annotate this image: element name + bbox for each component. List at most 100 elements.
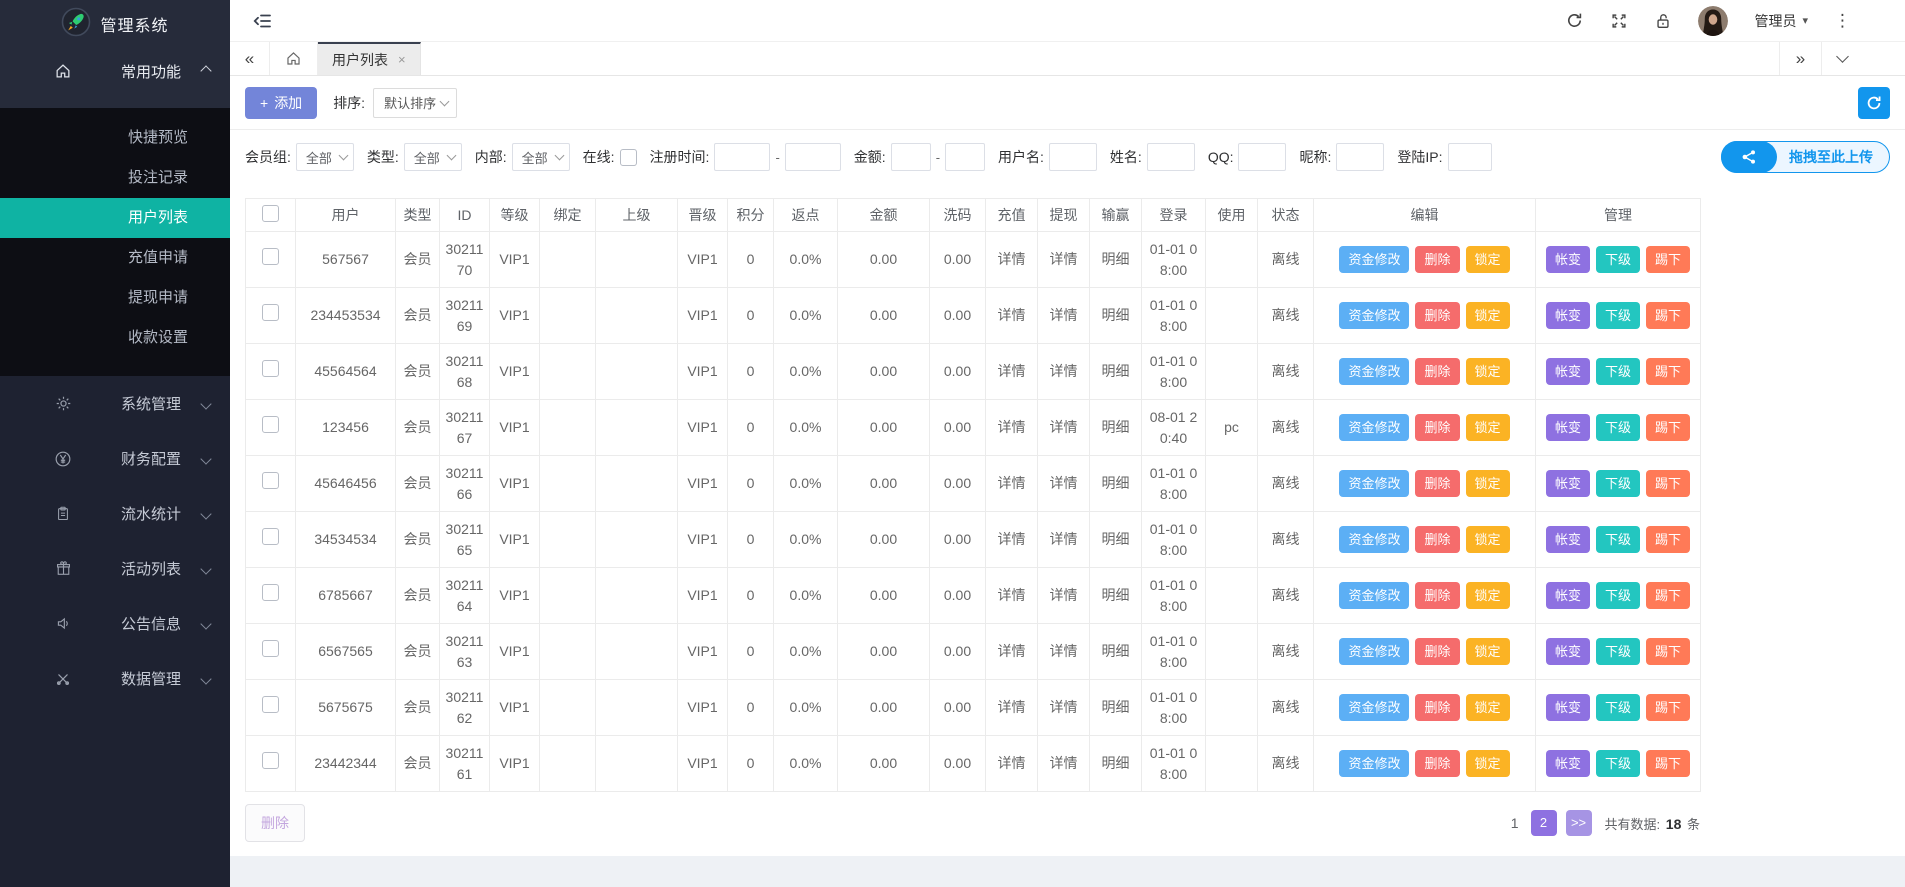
sidebar-group-system[interactable]: 系统管理 [0,376,230,431]
fund-edit-button[interactable]: 资金修改 [1339,470,1410,497]
account-change-button[interactable]: 帐变 [1545,470,1590,497]
cell-winlose[interactable]: 明细 [1089,735,1142,792]
subordinate-button[interactable]: 下级 [1595,470,1640,497]
kick-offline-button[interactable]: 踢下 [1646,638,1691,665]
delete-button[interactable]: 删除 [1415,694,1460,721]
tabs-scroll-right-icon[interactable]: » [1779,42,1821,75]
refresh-icon[interactable] [1565,11,1584,30]
cell-winlose[interactable]: 明细 [1089,679,1142,736]
delete-button[interactable]: 删除 [1415,750,1460,777]
select-all-checkbox[interactable] [262,205,279,222]
fund-edit-button[interactable]: 资金修改 [1339,246,1410,273]
admin-menu[interactable]: 管理员 ▾ [1754,11,1808,31]
delete-button[interactable]: 删除 [1415,582,1460,609]
cell-recharge[interactable]: 详情 [985,399,1038,456]
account-change-button[interactable]: 帐变 [1545,246,1590,273]
lock-button[interactable]: 锁定 [1465,694,1510,721]
page-1[interactable]: 1 [1510,815,1519,831]
sort-select[interactable]: 默认排序 [373,87,458,118]
fund-edit-button[interactable]: 资金修改 [1339,414,1410,441]
lock-button[interactable]: 锁定 [1465,638,1510,665]
online-checkbox[interactable] [619,148,637,166]
account-change-button[interactable]: 帐变 [1545,694,1590,721]
subordinate-button[interactable]: 下级 [1595,302,1640,329]
cell-withdraw[interactable]: 详情 [1037,511,1090,568]
sidebar-collapse-icon[interactable] [252,10,274,32]
fund-edit-button[interactable]: 资金修改 [1339,694,1410,721]
row-checkbox[interactable] [262,472,279,490]
delete-button[interactable]: 删除 [1415,638,1460,665]
reg-time-start-input[interactable] [714,143,771,171]
tabs-scroll-left-icon[interactable]: « [230,42,270,75]
fund-edit-button[interactable]: 资金修改 [1339,638,1410,665]
cell-withdraw[interactable]: 详情 [1037,455,1090,512]
cell-withdraw[interactable]: 详情 [1037,399,1090,456]
fund-edit-button[interactable]: 资金修改 [1339,582,1410,609]
row-checkbox[interactable] [262,528,279,546]
sidebar-item-quick-preview[interactable]: 快捷预览 [128,129,189,146]
row-checkbox[interactable] [262,696,279,714]
login-ip-input[interactable] [1447,143,1492,171]
account-change-button[interactable]: 帐变 [1545,302,1590,329]
subordinate-button[interactable]: 下级 [1595,358,1640,385]
delete-button[interactable]: 删除 [1415,526,1460,553]
cell-winlose[interactable]: 明细 [1089,455,1142,512]
kick-offline-button[interactable]: 踢下 [1646,750,1691,777]
cell-winlose[interactable]: 明细 [1089,231,1142,288]
cell-withdraw[interactable]: 详情 [1037,623,1090,680]
kick-offline-button[interactable]: 踢下 [1646,582,1691,609]
page-2[interactable]: 2 [1530,810,1557,836]
subordinate-button[interactable]: 下级 [1595,638,1640,665]
kick-offline-button[interactable]: 踢下 [1646,694,1691,721]
account-change-button[interactable]: 帐变 [1545,414,1590,441]
row-checkbox[interactable] [262,248,279,266]
fund-edit-button[interactable]: 资金修改 [1339,302,1410,329]
kick-offline-button[interactable]: 踢下 [1646,414,1691,441]
drag-upload-button[interactable]: 拖拽至此上传 [1721,140,1890,173]
account-change-button[interactable]: 帐变 [1545,526,1590,553]
subordinate-button[interactable]: 下级 [1595,582,1640,609]
cell-withdraw[interactable]: 详情 [1037,231,1090,288]
fullscreen-icon[interactable] [1610,12,1628,30]
qq-input[interactable] [1238,143,1287,171]
cell-withdraw[interactable]: 详情 [1037,287,1090,344]
cell-recharge[interactable]: 详情 [985,679,1038,736]
lock-button[interactable]: 锁定 [1465,246,1510,273]
more-menu-icon[interactable]: ⋮ [1834,10,1851,30]
lock-button[interactable]: 锁定 [1465,582,1510,609]
row-checkbox[interactable] [262,416,279,434]
lock-button[interactable]: 锁定 [1465,358,1510,385]
batch-delete-button[interactable]: 删除 [245,804,305,842]
sidebar-group-activity[interactable]: 活动列表 [0,541,230,596]
amount-min-input[interactable] [890,143,931,171]
delete-button[interactable]: 删除 [1415,246,1460,273]
account-change-button[interactable]: 帐变 [1545,582,1590,609]
account-change-button[interactable]: 帐变 [1545,750,1590,777]
cell-winlose[interactable]: 明细 [1089,567,1142,624]
username-input[interactable] [1048,143,1097,171]
kick-offline-button[interactable]: 踢下 [1646,526,1691,553]
sidebar-group-finance[interactable]: 财务配置 [0,431,230,486]
tab-user-list[interactable]: 用户列表 × [318,42,421,75]
avatar[interactable] [1698,5,1729,36]
lock-button[interactable]: 锁定 [1465,526,1510,553]
account-change-button[interactable]: 帐变 [1545,638,1590,665]
cell-recharge[interactable]: 详情 [985,735,1038,792]
delete-button[interactable]: 删除 [1415,302,1460,329]
lock-button[interactable]: 锁定 [1465,414,1510,441]
cell-withdraw[interactable]: 详情 [1037,679,1090,736]
sidebar-item-withdraw-requests[interactable]: 提现申请 [128,289,189,306]
delete-button[interactable]: 删除 [1415,358,1460,385]
lock-icon[interactable] [1654,12,1672,30]
sidebar-group-announcement[interactable]: 公告信息 [0,596,230,651]
lock-button[interactable]: 锁定 [1465,470,1510,497]
cell-withdraw[interactable]: 详情 [1037,567,1090,624]
delete-button[interactable]: 删除 [1415,470,1460,497]
add-user-button[interactable]: + 添加 [245,86,318,119]
cell-withdraw[interactable]: 详情 [1037,735,1090,792]
cell-recharge[interactable]: 详情 [985,511,1038,568]
row-checkbox[interactable] [262,640,279,658]
cell-recharge[interactable]: 详情 [985,567,1038,624]
sidebar-item-bet-records[interactable]: 投注记录 [128,169,189,186]
lock-button[interactable]: 锁定 [1465,302,1510,329]
